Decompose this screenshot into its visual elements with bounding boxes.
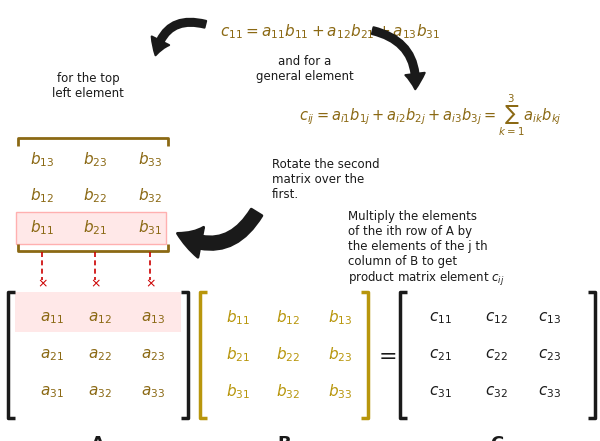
Text: $c_{ij} = a_{i1}b_{1j} + a_{i2}b_{2j} + a_{i3}b_{3j} = \sum_{k=1}^{3}a_{ik}b_{kj: $c_{ij} = a_{i1}b_{1j} + a_{i2}b_{2j} + … <box>299 93 562 138</box>
Text: $c_{13}$: $c_{13}$ <box>538 310 562 326</box>
Text: $a_{32}$: $a_{32}$ <box>88 384 112 400</box>
Text: and for a
general element: and for a general element <box>256 55 354 83</box>
Text: $b_{13}$: $b_{13}$ <box>30 151 54 169</box>
Text: $b_{21}$: $b_{21}$ <box>226 346 250 364</box>
Text: $c_{12}$: $c_{12}$ <box>485 310 508 326</box>
Text: $b_{13}$: $b_{13}$ <box>328 309 352 327</box>
Text: Multiply the elements
of the ith row of A by
the elements of the j th
column of : Multiply the elements of the ith row of … <box>348 210 505 288</box>
Text: $b_{12}$: $b_{12}$ <box>276 309 300 327</box>
Text: $b_{23}$: $b_{23}$ <box>83 151 107 169</box>
Text: $c_{22}$: $c_{22}$ <box>485 347 508 363</box>
Text: $a_{22}$: $a_{22}$ <box>88 347 112 363</box>
Text: $\times$: $\times$ <box>37 277 47 291</box>
FancyBboxPatch shape <box>15 292 181 332</box>
Text: $b_{11}$: $b_{11}$ <box>30 219 54 237</box>
Text: $b_{33}$: $b_{33}$ <box>328 383 352 401</box>
FancyArrowPatch shape <box>178 209 262 257</box>
FancyArrowPatch shape <box>152 19 206 55</box>
Text: $c_{11}$: $c_{11}$ <box>428 310 451 326</box>
FancyArrowPatch shape <box>372 27 425 89</box>
Text: $c_{21}$: $c_{21}$ <box>428 347 451 363</box>
Text: $c_{31}$: $c_{31}$ <box>428 384 451 400</box>
Text: $b_{32}$: $b_{32}$ <box>276 383 300 401</box>
Text: $b_{31}$: $b_{31}$ <box>138 219 162 237</box>
Text: $c_{23}$: $c_{23}$ <box>538 347 562 363</box>
Text: $a_{13}$: $a_{13}$ <box>141 310 165 326</box>
Text: $b_{23}$: $b_{23}$ <box>328 346 352 364</box>
Text: $c_{32}$: $c_{32}$ <box>485 384 508 400</box>
Text: $b_{12}$: $b_{12}$ <box>30 187 54 206</box>
Text: $\times$: $\times$ <box>89 277 100 291</box>
Text: $\bf{A}$: $\bf{A}$ <box>90 435 106 441</box>
Text: $a_{31}$: $a_{31}$ <box>40 384 64 400</box>
Text: $b_{31}$: $b_{31}$ <box>226 383 250 401</box>
Text: $a_{12}$: $a_{12}$ <box>88 310 112 326</box>
Text: $a_{11}$: $a_{11}$ <box>40 310 64 326</box>
Text: $c_{11} = a_{11}b_{11} + a_{12}b_{21} + a_{13}b_{31}$: $c_{11} = a_{11}b_{11} + a_{12}b_{21} + … <box>220 22 440 41</box>
Text: $c_{33}$: $c_{33}$ <box>538 384 562 400</box>
Text: $\bf{B}$: $\bf{B}$ <box>277 435 291 441</box>
Text: $b_{32}$: $b_{32}$ <box>138 187 162 206</box>
Text: $b_{22}$: $b_{22}$ <box>276 346 300 364</box>
Text: $a_{23}$: $a_{23}$ <box>141 347 165 363</box>
Text: $b_{33}$: $b_{33}$ <box>138 151 162 169</box>
Text: $a_{21}$: $a_{21}$ <box>40 347 64 363</box>
FancyBboxPatch shape <box>16 212 166 244</box>
Text: $b_{21}$: $b_{21}$ <box>83 219 107 237</box>
Text: $a_{33}$: $a_{33}$ <box>141 384 165 400</box>
Text: for the top
left element: for the top left element <box>52 72 124 100</box>
Text: $\bf{C}$: $\bf{C}$ <box>490 435 504 441</box>
Text: $=$: $=$ <box>374 345 396 365</box>
Text: Rotate the second
matrix over the
first.: Rotate the second matrix over the first. <box>272 158 380 201</box>
Text: $b_{22}$: $b_{22}$ <box>83 187 107 206</box>
Text: $\times$: $\times$ <box>145 277 155 291</box>
Text: $b_{11}$: $b_{11}$ <box>226 309 250 327</box>
